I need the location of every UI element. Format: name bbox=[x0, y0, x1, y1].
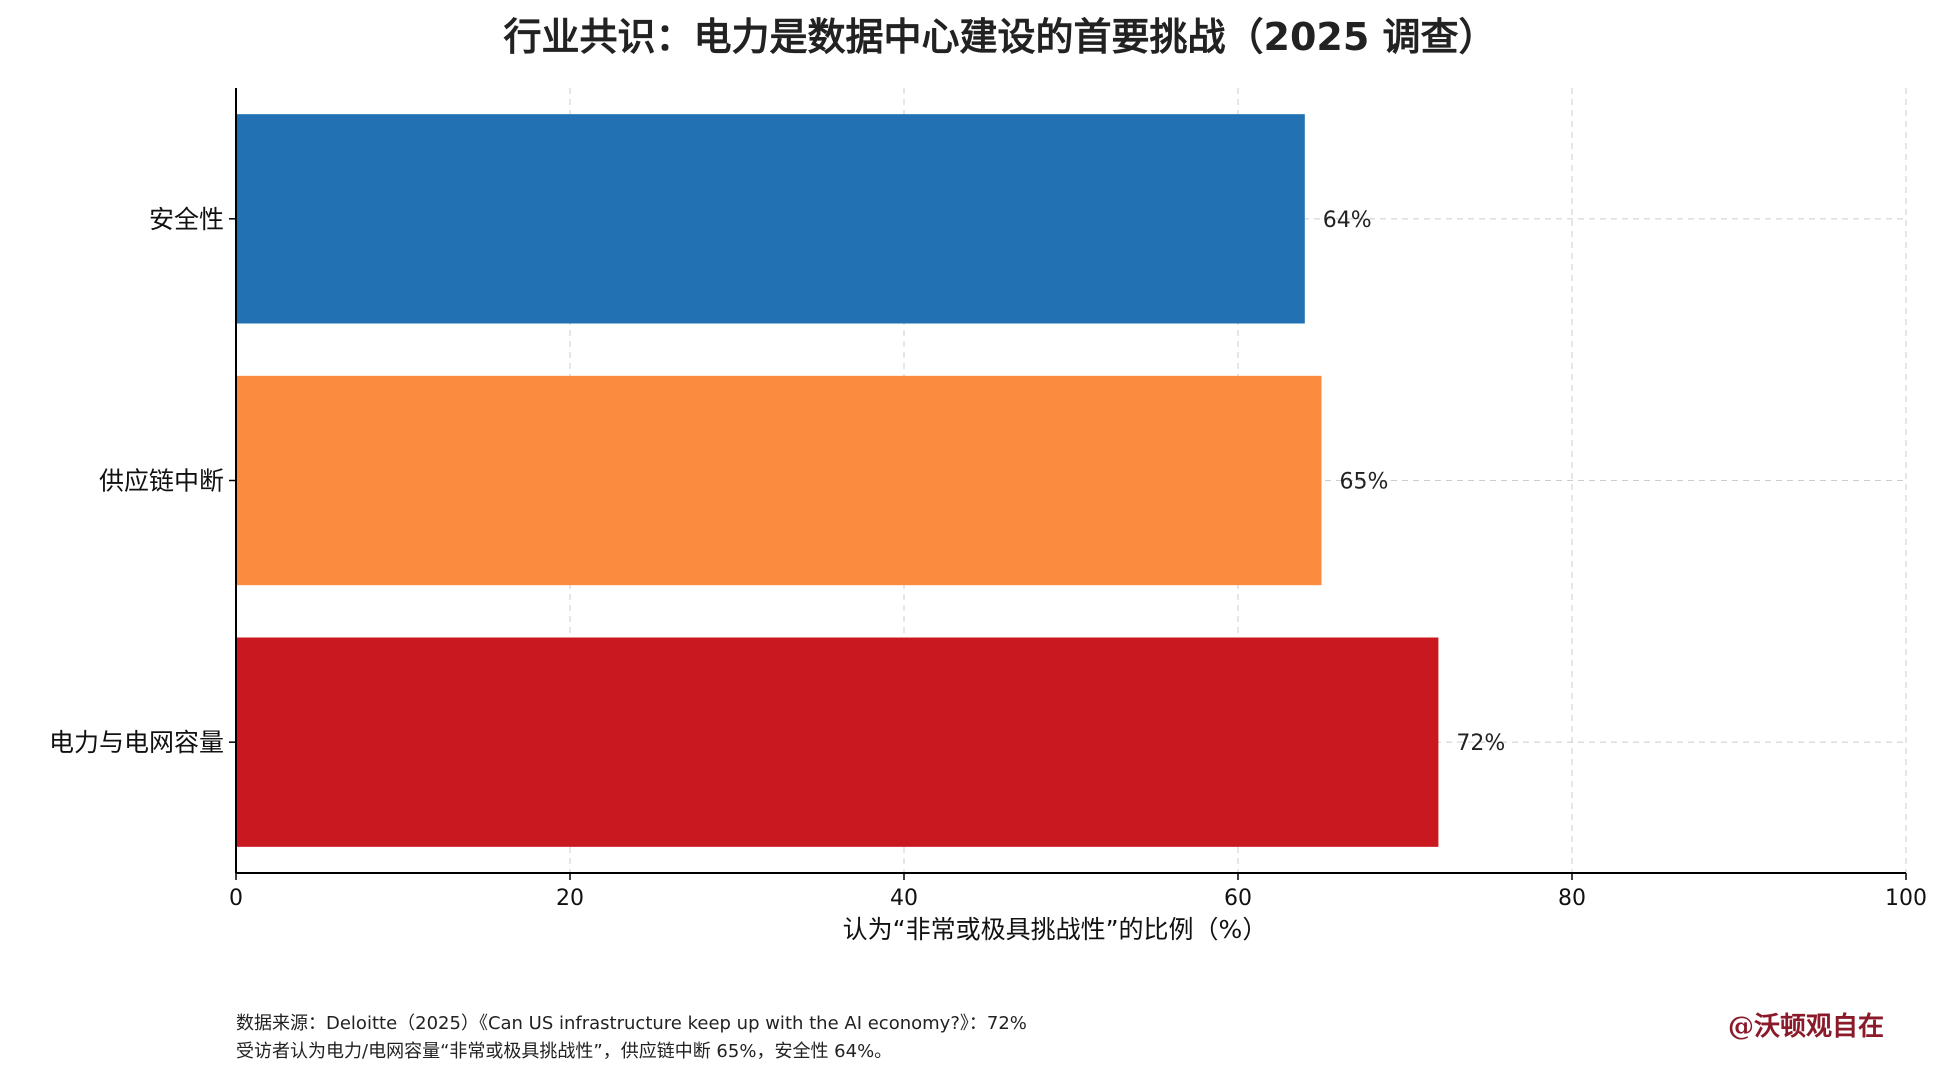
bar bbox=[236, 114, 1305, 324]
bars bbox=[236, 114, 1439, 847]
x-axis-label: 认为“非常或极具挑战性”的比例（%） bbox=[843, 915, 1268, 944]
y-tick-label: 供应链中断 bbox=[99, 467, 224, 496]
x-tick-label: 0 bbox=[229, 886, 243, 911]
chart-title: 行业共识：电力是数据中心建设的首要挑战（2025 调查） bbox=[504, 15, 1497, 59]
data-labels: 64% 65% 72% bbox=[1323, 208, 1506, 756]
x-tick-label: 60 bbox=[1224, 886, 1252, 911]
y-tick-label: 安全性 bbox=[149, 205, 224, 234]
source-footnote: 数据来源：Deloitte（2025）《Can US infrastructur… bbox=[236, 1010, 1027, 1066]
bar bbox=[236, 637, 1439, 847]
x-tick-label: 40 bbox=[890, 886, 918, 911]
bar-chart: 行业共识：电力是数据中心建设的首要挑战（2025 调查） 64% 65% 72% 0… bbox=[49, 15, 1927, 944]
x-tick-label: 80 bbox=[1558, 886, 1586, 911]
y-tick-label: 电力与电网容量 bbox=[49, 728, 224, 757]
bar-value-label: 65% bbox=[1340, 470, 1389, 495]
bar-value-label: 64% bbox=[1323, 208, 1372, 233]
x-tick-label: 20 bbox=[556, 886, 584, 911]
footnote-line-1: 数据来源：Deloitte（2025）《Can US infrastructur… bbox=[236, 1013, 1027, 1034]
bar bbox=[236, 375, 1322, 586]
watermark: @沃顿观自在 bbox=[1727, 1012, 1884, 1042]
footnote-line-2: 受访者认为电力/电网容量“非常或极具挑战性”，供应链中断 65%，安全性 64%… bbox=[236, 1041, 893, 1062]
bar-value-label: 72% bbox=[1456, 731, 1505, 756]
x-tick-label: 100 bbox=[1885, 886, 1927, 911]
